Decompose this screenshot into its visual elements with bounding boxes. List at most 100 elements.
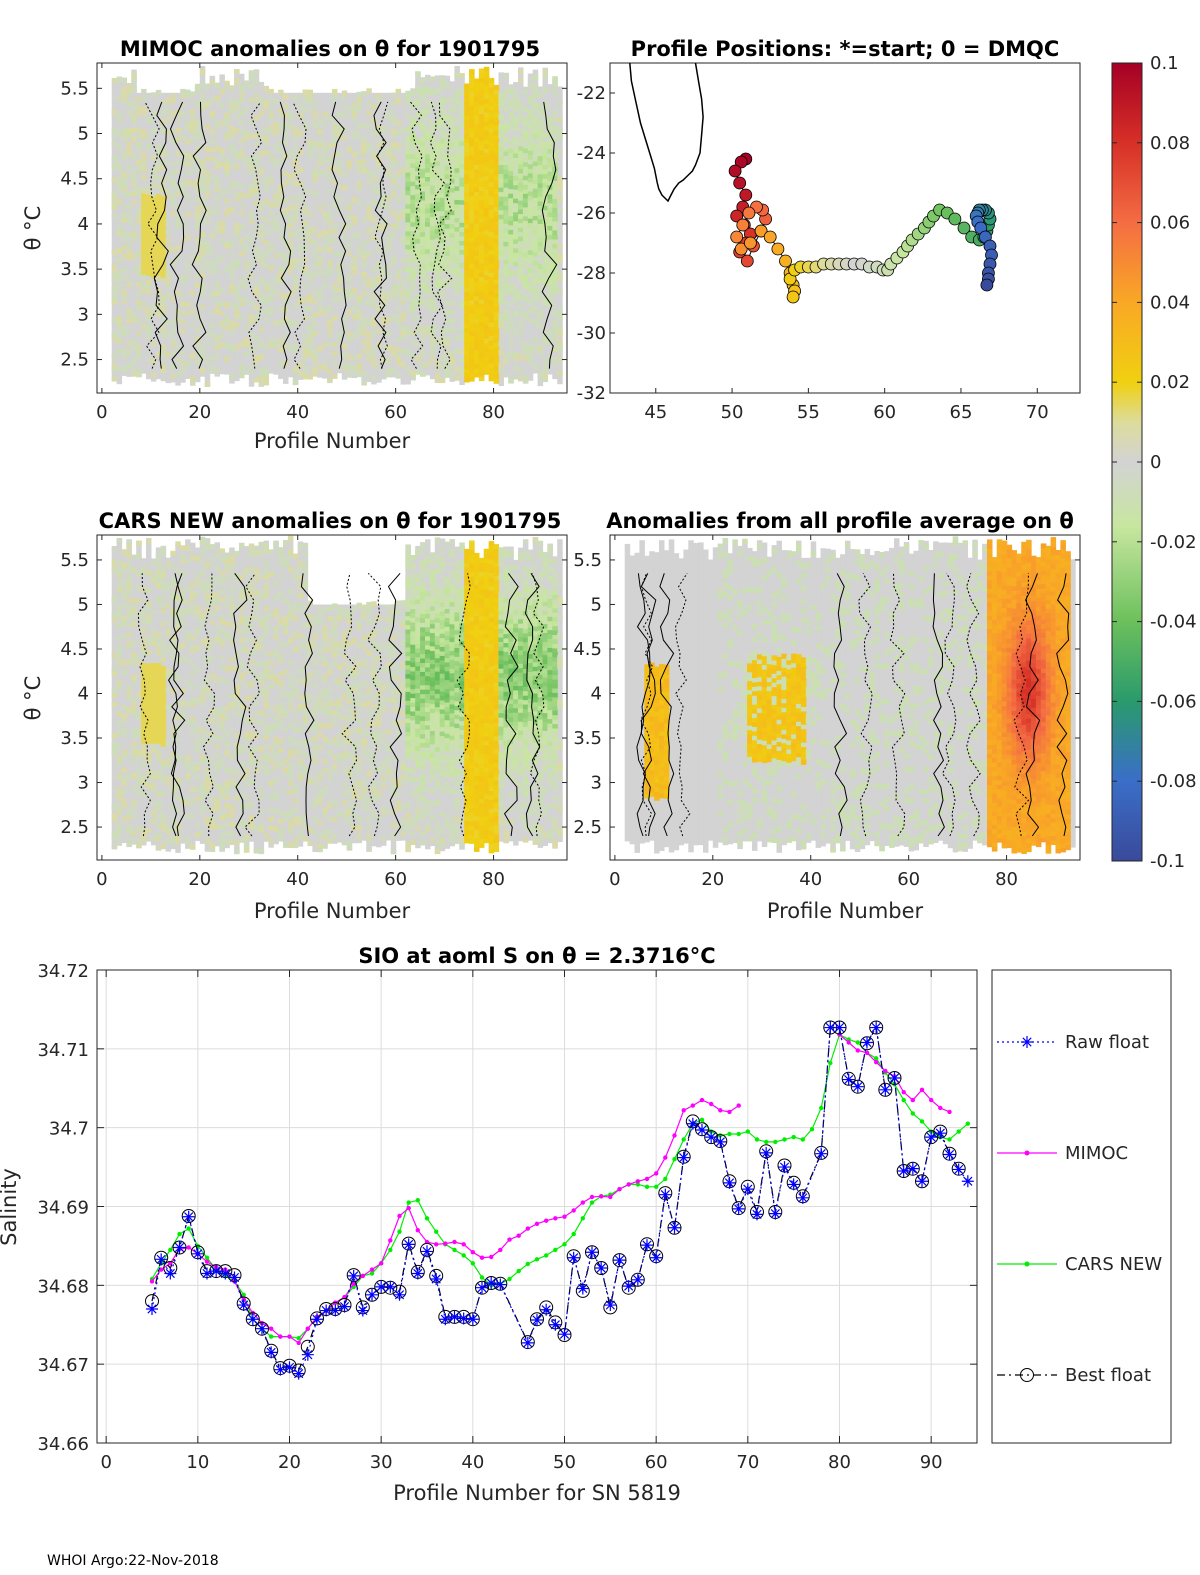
x-tick-label: 80: [828, 1452, 851, 1473]
data-point: [864, 1050, 870, 1056]
data-point: [301, 1348, 314, 1361]
data-point: [534, 1221, 540, 1227]
data-point: [800, 1137, 805, 1142]
data-point: [149, 1279, 155, 1284]
chart-series: [145, 1020, 974, 1380]
data-point: [626, 1182, 631, 1187]
mimoc-panel: MIMOC anomalies on θ for 1901795 0 20 40 60…: [21, 37, 568, 453]
svg-text:0.06: 0.06: [1150, 213, 1190, 234]
legend-item: Raw float: [997, 1032, 1149, 1053]
data-point: [576, 1282, 589, 1295]
profile-position: [736, 218, 750, 232]
data-point: [571, 1208, 576, 1213]
svg-text:-30: -30: [577, 323, 606, 344]
svg-text:-32: -32: [577, 383, 606, 404]
data-point: [901, 1097, 906, 1103]
data-point: [699, 1097, 705, 1103]
data-point: [191, 1247, 204, 1260]
profile-position: [754, 224, 768, 238]
data-point: [305, 1326, 310, 1331]
positions-axis-ticks: 45 50 55 60 65 70 -22 -24 -26 -28 -30 -32: [577, 83, 1049, 423]
chart-ticks: 0 10 20 30 40 50 60 70 80 90 34.66 34.67 34.68 34.69 3…: [37, 961, 977, 1473]
data-point: [613, 1254, 626, 1267]
data-point: [388, 1247, 393, 1253]
data-point: [644, 1184, 650, 1190]
data-point: [919, 1119, 925, 1124]
data-point: [241, 1292, 246, 1298]
data-point: [943, 1148, 956, 1161]
data-point: [659, 1188, 672, 1201]
legend-item: MIMOC: [997, 1143, 1128, 1164]
data-point: [796, 1191, 809, 1204]
data-point: [769, 1207, 782, 1220]
colorbar-ticks: 0.1 0.08 0.06 0.04 0.02 0 -0.02 -0.04 -0.06 -0.08…: [1112, 53, 1197, 872]
x-tick-label: 20: [278, 1452, 301, 1473]
y-tick-label: 34.66: [37, 1434, 89, 1455]
cars-ylabel: θ °C: [21, 676, 45, 721]
data-point: [594, 1261, 609, 1275]
data-point: [589, 1194, 595, 1200]
data-point: [525, 1261, 530, 1267]
data-point: [874, 1060, 879, 1065]
data-point: [430, 1273, 443, 1286]
data-point: [732, 1202, 745, 1215]
data-point: [507, 1276, 512, 1282]
svg-text:4: 4: [78, 214, 89, 235]
data-point: [516, 1268, 521, 1274]
data-point: [204, 1259, 210, 1264]
data-point: [525, 1226, 530, 1231]
data-point: [406, 1205, 411, 1211]
cars-axes-box: [96, 534, 568, 861]
svg-text:0.02: 0.02: [1150, 372, 1190, 393]
y-tick-label: 34.72: [37, 961, 89, 982]
svg-text:20: 20: [188, 402, 211, 423]
y-tick-label: 34.7: [49, 1119, 89, 1140]
data-point: [434, 1229, 439, 1234]
profile-position: [779, 254, 792, 268]
profile-position: [734, 242, 748, 256]
svg-text:0.04: 0.04: [1150, 292, 1190, 313]
svg-text:60: 60: [384, 402, 407, 423]
data-point: [369, 1267, 375, 1272]
data-point: [850, 1079, 865, 1094]
data-point: [861, 1036, 873, 1049]
data-point: [544, 1218, 549, 1223]
svg-text:65: 65: [950, 402, 973, 423]
data-point: [521, 1336, 534, 1349]
data-point: [878, 1082, 893, 1097]
data-point: [479, 1255, 485, 1260]
data-point: [617, 1187, 622, 1192]
data-point: [663, 1155, 668, 1160]
svg-text:3: 3: [78, 304, 89, 325]
data-point: [406, 1200, 411, 1205]
data-point: [540, 1303, 553, 1316]
chart-legend: Raw float MIMOC CARS NEW Best float: [991, 969, 1172, 1444]
data-point: [727, 1109, 732, 1115]
data-point: [379, 1261, 384, 1266]
svg-text:40: 40: [286, 402, 309, 423]
data-point: [562, 1214, 567, 1219]
mimoc-axis-ticks: 0 20 40 60 80 2.5 3 3.5 4 4.5 5 5.5: [60, 63, 567, 423]
data-point: [434, 1242, 439, 1247]
data-point: [782, 1137, 787, 1142]
profile-position: [763, 230, 777, 244]
svg-text:4.5: 4.5: [60, 169, 89, 190]
data-point: [760, 1146, 773, 1159]
data-point: [709, 1101, 714, 1107]
profile-position: [730, 230, 744, 244]
y-tick-label: 34.69: [37, 1198, 89, 1219]
data-point: [296, 1336, 301, 1341]
data-point: [439, 1313, 452, 1326]
data-point: [919, 1087, 925, 1093]
profile-position: [739, 188, 753, 202]
data-point: [604, 1299, 617, 1312]
data-point: [809, 1127, 815, 1132]
data-point: [296, 1340, 301, 1346]
data-point: [411, 1267, 424, 1280]
data-point: [751, 1208, 763, 1221]
data-point: [778, 1161, 791, 1174]
svg-text:-22: -22: [577, 83, 606, 104]
data-point: [586, 1246, 598, 1259]
data-point: [421, 1245, 433, 1258]
data-point: [283, 1361, 296, 1374]
